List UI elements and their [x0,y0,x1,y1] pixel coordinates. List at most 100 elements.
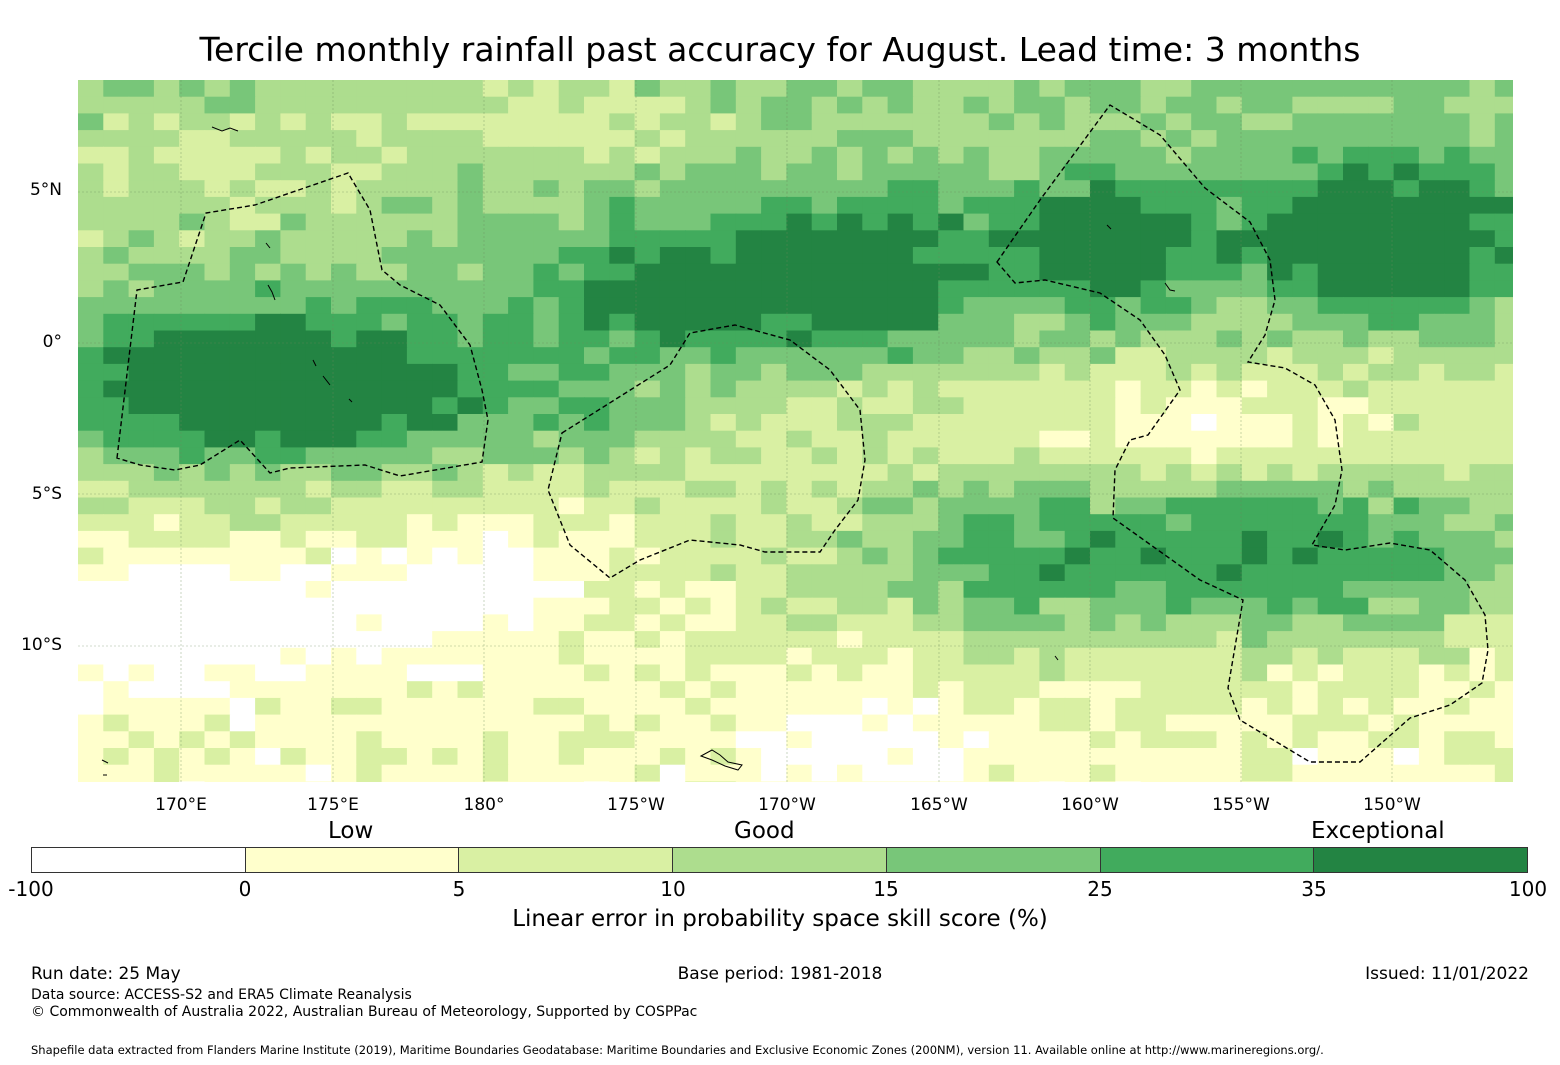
skill-cell [837,497,863,515]
skill-cell [406,297,433,315]
skill-cell [533,681,560,699]
skill-cell [659,330,686,348]
skill-cell [963,714,990,732]
skill-cell [255,664,281,682]
lon-label-150w: 150°W [1363,795,1421,815]
skill-cell [735,681,762,699]
skill-cell [1267,664,1293,682]
skill-cell [1292,247,1319,265]
skill-cell [1368,380,1395,398]
skill-cell [634,480,661,499]
skill-cell [786,581,813,599]
skill-cell [1241,347,1268,365]
skill-cell [179,464,206,482]
skill-cell [533,414,560,432]
skill-cell [432,414,459,432]
skill-cell [1494,247,1513,265]
skill-cell [103,330,130,348]
skill-cell [584,263,610,281]
skill-cell [761,414,787,432]
skill-cell [280,714,307,732]
skill-cell [938,631,965,649]
skill-cell [1115,96,1142,114]
skill-cell [1418,480,1445,499]
skill-cell [280,497,307,515]
skill-cell [229,497,256,515]
skill-cell [128,363,155,382]
skill-cell [1317,230,1344,248]
skill-cell [1418,213,1445,231]
skill-cell [938,647,965,666]
skill-cell [482,247,509,265]
colorbar-segment [1100,848,1315,872]
skill-cell [255,230,281,248]
skill-cell [659,363,686,382]
skill-cell [761,163,787,181]
skill-cell [988,280,1015,298]
skill-cell [1064,397,1091,415]
skill-cell [1292,297,1319,315]
skill-cell [1444,330,1471,348]
skill-cell [331,464,357,482]
skill-cell [862,614,889,632]
skill-cell [204,731,231,749]
skill-cell [786,497,813,515]
skill-cell [1317,130,1344,148]
skill-cell [912,714,939,732]
skill-cell [432,614,459,632]
skill-cell [179,363,206,382]
skill-cell [128,664,155,682]
skill-cell [710,681,737,699]
skill-cell [331,213,357,231]
skill-cell [1368,397,1395,415]
skill-cell [558,781,585,782]
skill-cell [457,163,484,181]
skill-cell [609,397,636,415]
skill-cell [938,764,965,782]
skill-cell [735,297,762,315]
skill-cell [356,113,383,131]
skill-cell [887,397,914,415]
skill-cell [659,113,686,131]
skill-cell [1115,163,1142,181]
skill-cell [280,581,307,599]
skill-cell [938,247,965,265]
skill-cell [862,414,889,432]
skill-cell [533,230,560,248]
skill-cell [305,614,332,632]
skill-cell [912,664,939,682]
skill-cell [356,96,383,114]
skill-cell [1064,80,1091,98]
skill-cell [305,781,332,782]
skill-cell [1418,547,1445,565]
skill-cell [128,631,155,649]
skill-cell [837,681,863,699]
skill-cell [1241,263,1268,281]
skill-cell [1418,714,1445,732]
skill-cell [584,213,610,231]
skill-cell [255,447,281,465]
skill-cell [1014,80,1040,98]
skill-cell [1418,681,1445,699]
skill-cell [280,631,307,649]
skill-cell [558,731,585,749]
skill-cell [1216,430,1243,448]
skill-cell [786,664,813,682]
skill-cell [988,447,1015,465]
skill-cell [508,380,534,398]
skill-cell [331,180,357,198]
skill-cell [255,597,281,615]
skill-cell [988,597,1015,615]
skill-cell [837,464,863,482]
skill-cell [1241,547,1268,565]
skill-cell [710,464,737,482]
skill-cell [103,447,130,465]
skill-cell [78,514,104,532]
skill-cell [457,146,484,165]
skill-cell [432,313,459,332]
skill-cell [761,514,787,532]
skill-cell [280,697,307,716]
skill-cell [558,430,585,448]
skill-cell [761,196,787,215]
skill-cell [179,146,206,165]
